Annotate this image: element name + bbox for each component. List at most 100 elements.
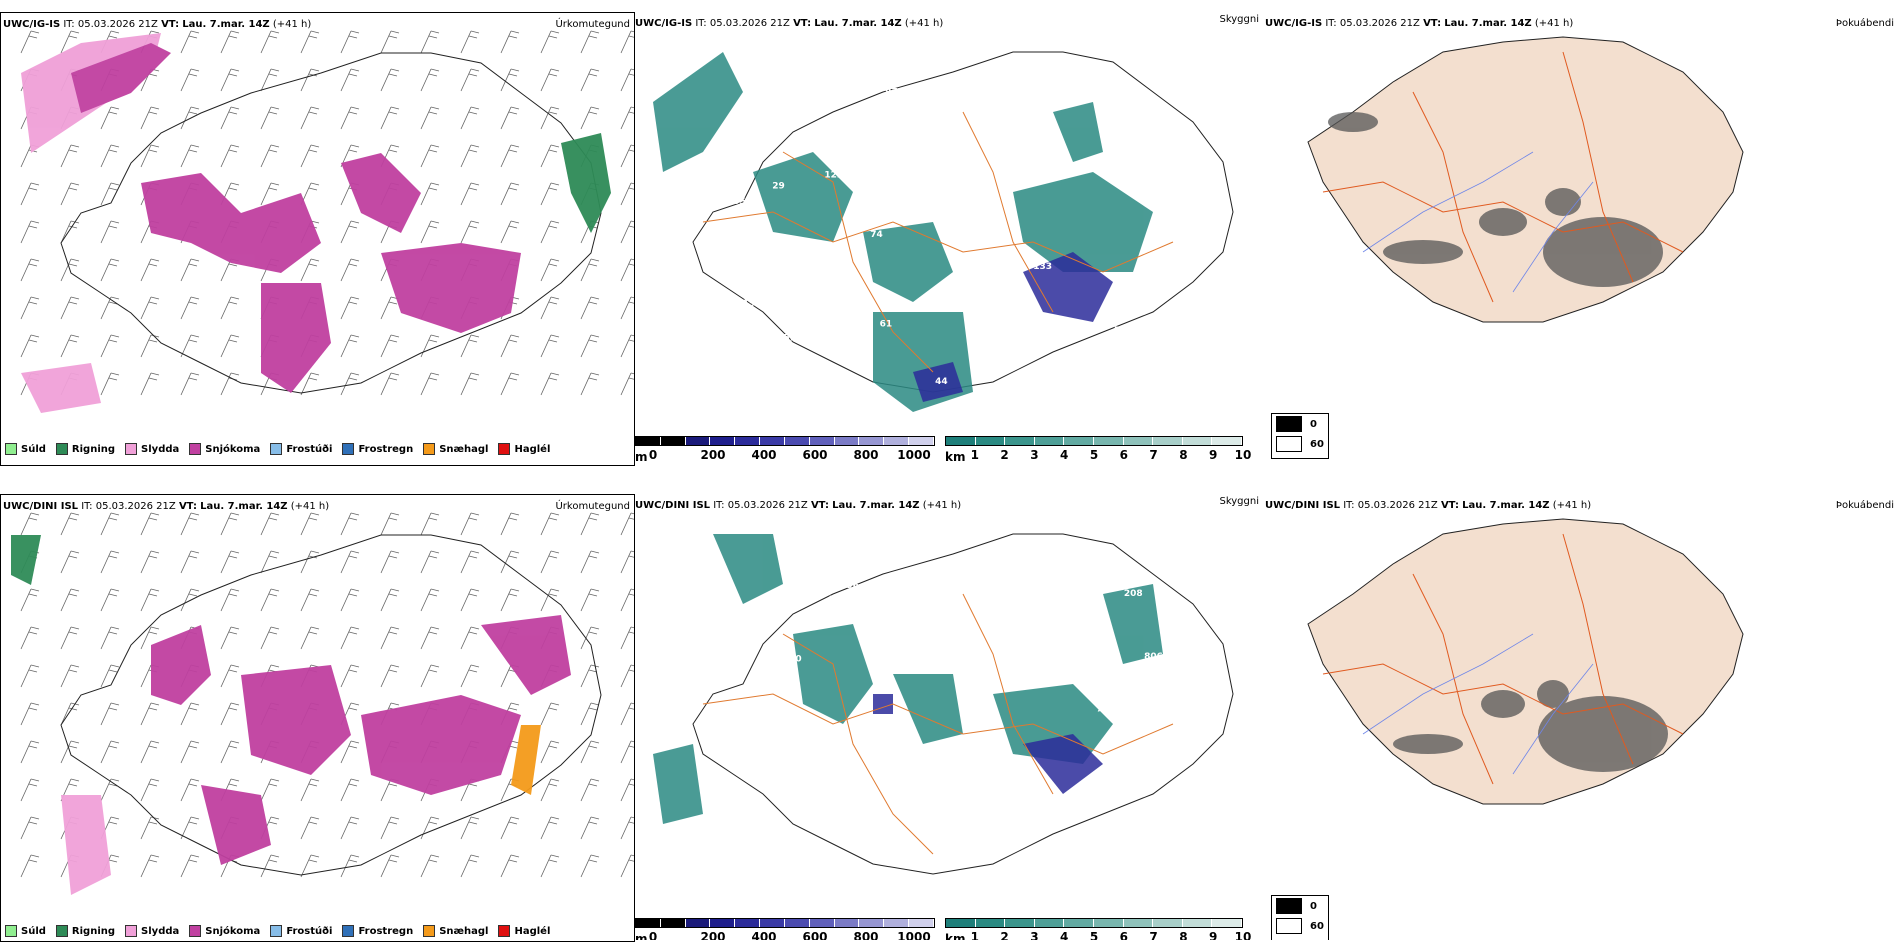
ceiling-label: 326 [1105, 671, 1124, 681]
visibility-map: 28 806 955 68 184 196 326 20 208 190 232 230 75 242 20… [653, 533, 1234, 875]
wind-barb [460, 626, 480, 650]
wind-barb [460, 106, 480, 130]
wind-barb [620, 68, 634, 92]
wind-barb [100, 664, 120, 688]
colorbar-tick: 9 [1209, 930, 1218, 940]
colorbar-tick: 1 [970, 448, 979, 462]
ceiling-label: 122 [824, 170, 843, 180]
wind-barb [300, 68, 320, 92]
wind-barb [460, 334, 480, 358]
colorbar-tick: 4 [1060, 448, 1069, 462]
colorbar-tick: 1000 [897, 448, 931, 462]
wind-barb [500, 334, 520, 358]
wind-barb [540, 106, 560, 130]
wind-barb [420, 372, 440, 396]
wind-barb [420, 588, 440, 612]
wind-barb [100, 778, 120, 802]
wind-barb [340, 550, 360, 574]
panel-header: UWC/DINI ISL IT: 05.03.2026 21Z VT: Lau.… [635, 500, 962, 511]
wind-barb [420, 68, 440, 92]
wind-barb [420, 626, 440, 650]
wind-barb [100, 550, 120, 574]
wind-barb [420, 144, 440, 168]
wind-barb [420, 334, 440, 358]
wind-barb [540, 182, 560, 206]
wind-barb [300, 626, 320, 650]
colorbar-cell [636, 437, 661, 445]
wind-barb [260, 182, 280, 206]
wind-barb [180, 588, 200, 612]
wind-barb [220, 588, 240, 612]
wind-barb [540, 740, 560, 764]
wind-barb [300, 550, 320, 574]
wind-barb [20, 220, 40, 244]
colorbar-cell [1212, 437, 1242, 445]
wind-barb [380, 30, 400, 54]
wind-barb [180, 816, 200, 840]
wind-barb [340, 334, 360, 358]
wind-barb [220, 664, 240, 688]
ceiling-label: 252 [838, 168, 857, 178]
wind-barb [380, 296, 400, 320]
wind-barb [180, 334, 200, 358]
ceiling-label: 230 [710, 628, 729, 638]
wind-barb [460, 816, 480, 840]
wind-barb [460, 144, 480, 168]
panel-title: Skyggni [1219, 496, 1259, 507]
wind-barb [420, 664, 440, 688]
wind-barb [300, 512, 320, 536]
wind-barb [380, 550, 400, 574]
wind-barb [580, 334, 600, 358]
visibility-panel-1: UWC/IG-IS IT: 05.03.2026 21Z VT: Lau. 7.… [633, 12, 1263, 464]
wind-barb [420, 816, 440, 840]
ceiling-label: 955 [1139, 812, 1158, 822]
wind-barb [100, 258, 120, 282]
wind-barb [620, 550, 634, 574]
ceiling-label: 309 [751, 365, 770, 375]
precip-type-map [11, 512, 634, 895]
wind-barb [140, 588, 160, 612]
ceiling-label: 183 [932, 162, 951, 172]
wind-barb [620, 30, 634, 54]
ceiling-label: 14 [1128, 118, 1141, 128]
wind-barb [540, 778, 560, 802]
colorbar-cell [1034, 437, 1065, 445]
wind-barb [500, 68, 520, 92]
wind-barb [220, 68, 240, 92]
wind-barb [260, 512, 280, 536]
ceiling-label: 74 [870, 230, 883, 240]
wind-barb [540, 144, 560, 168]
wind-barb [460, 30, 480, 54]
wind-barb [100, 740, 120, 764]
wind-barb [620, 296, 634, 320]
colorbar-cell [636, 919, 661, 927]
wind-barb [300, 144, 320, 168]
visibility-map: 6130514744030941183197252983517214313319… [653, 51, 1234, 412]
colorbar-cell [1005, 919, 1035, 927]
wind-barb [380, 664, 400, 688]
wind-barb [100, 296, 120, 320]
wind-barb [300, 816, 320, 840]
legend-item: Súld [5, 443, 46, 455]
wind-barb [380, 512, 400, 536]
wind-barb [220, 626, 240, 650]
wind-barb [580, 106, 600, 130]
colorbar-cell [685, 437, 711, 445]
ceiling-label: 17 [721, 729, 734, 739]
colorbar-cell [1153, 919, 1183, 927]
panel-header: UWC/DINI ISL IT: 05.03.2026 21Z VT: Lau.… [1265, 500, 1592, 511]
wind-barb [220, 144, 240, 168]
ceiling-label: 1 [734, 129, 740, 139]
wind-barb [180, 144, 200, 168]
ceiling-label: 179 [765, 614, 784, 624]
wind-barb [20, 258, 40, 282]
panel-title: Úrkomutegund [555, 19, 630, 30]
wind-barb [260, 68, 280, 92]
wind-barb [580, 296, 600, 320]
wind-barb [620, 144, 634, 168]
wind-barb [340, 68, 360, 92]
colorbar-tick: 200 [700, 930, 726, 940]
wind-barb [540, 258, 560, 282]
wind-barb [180, 778, 200, 802]
wind-barb [100, 220, 120, 244]
